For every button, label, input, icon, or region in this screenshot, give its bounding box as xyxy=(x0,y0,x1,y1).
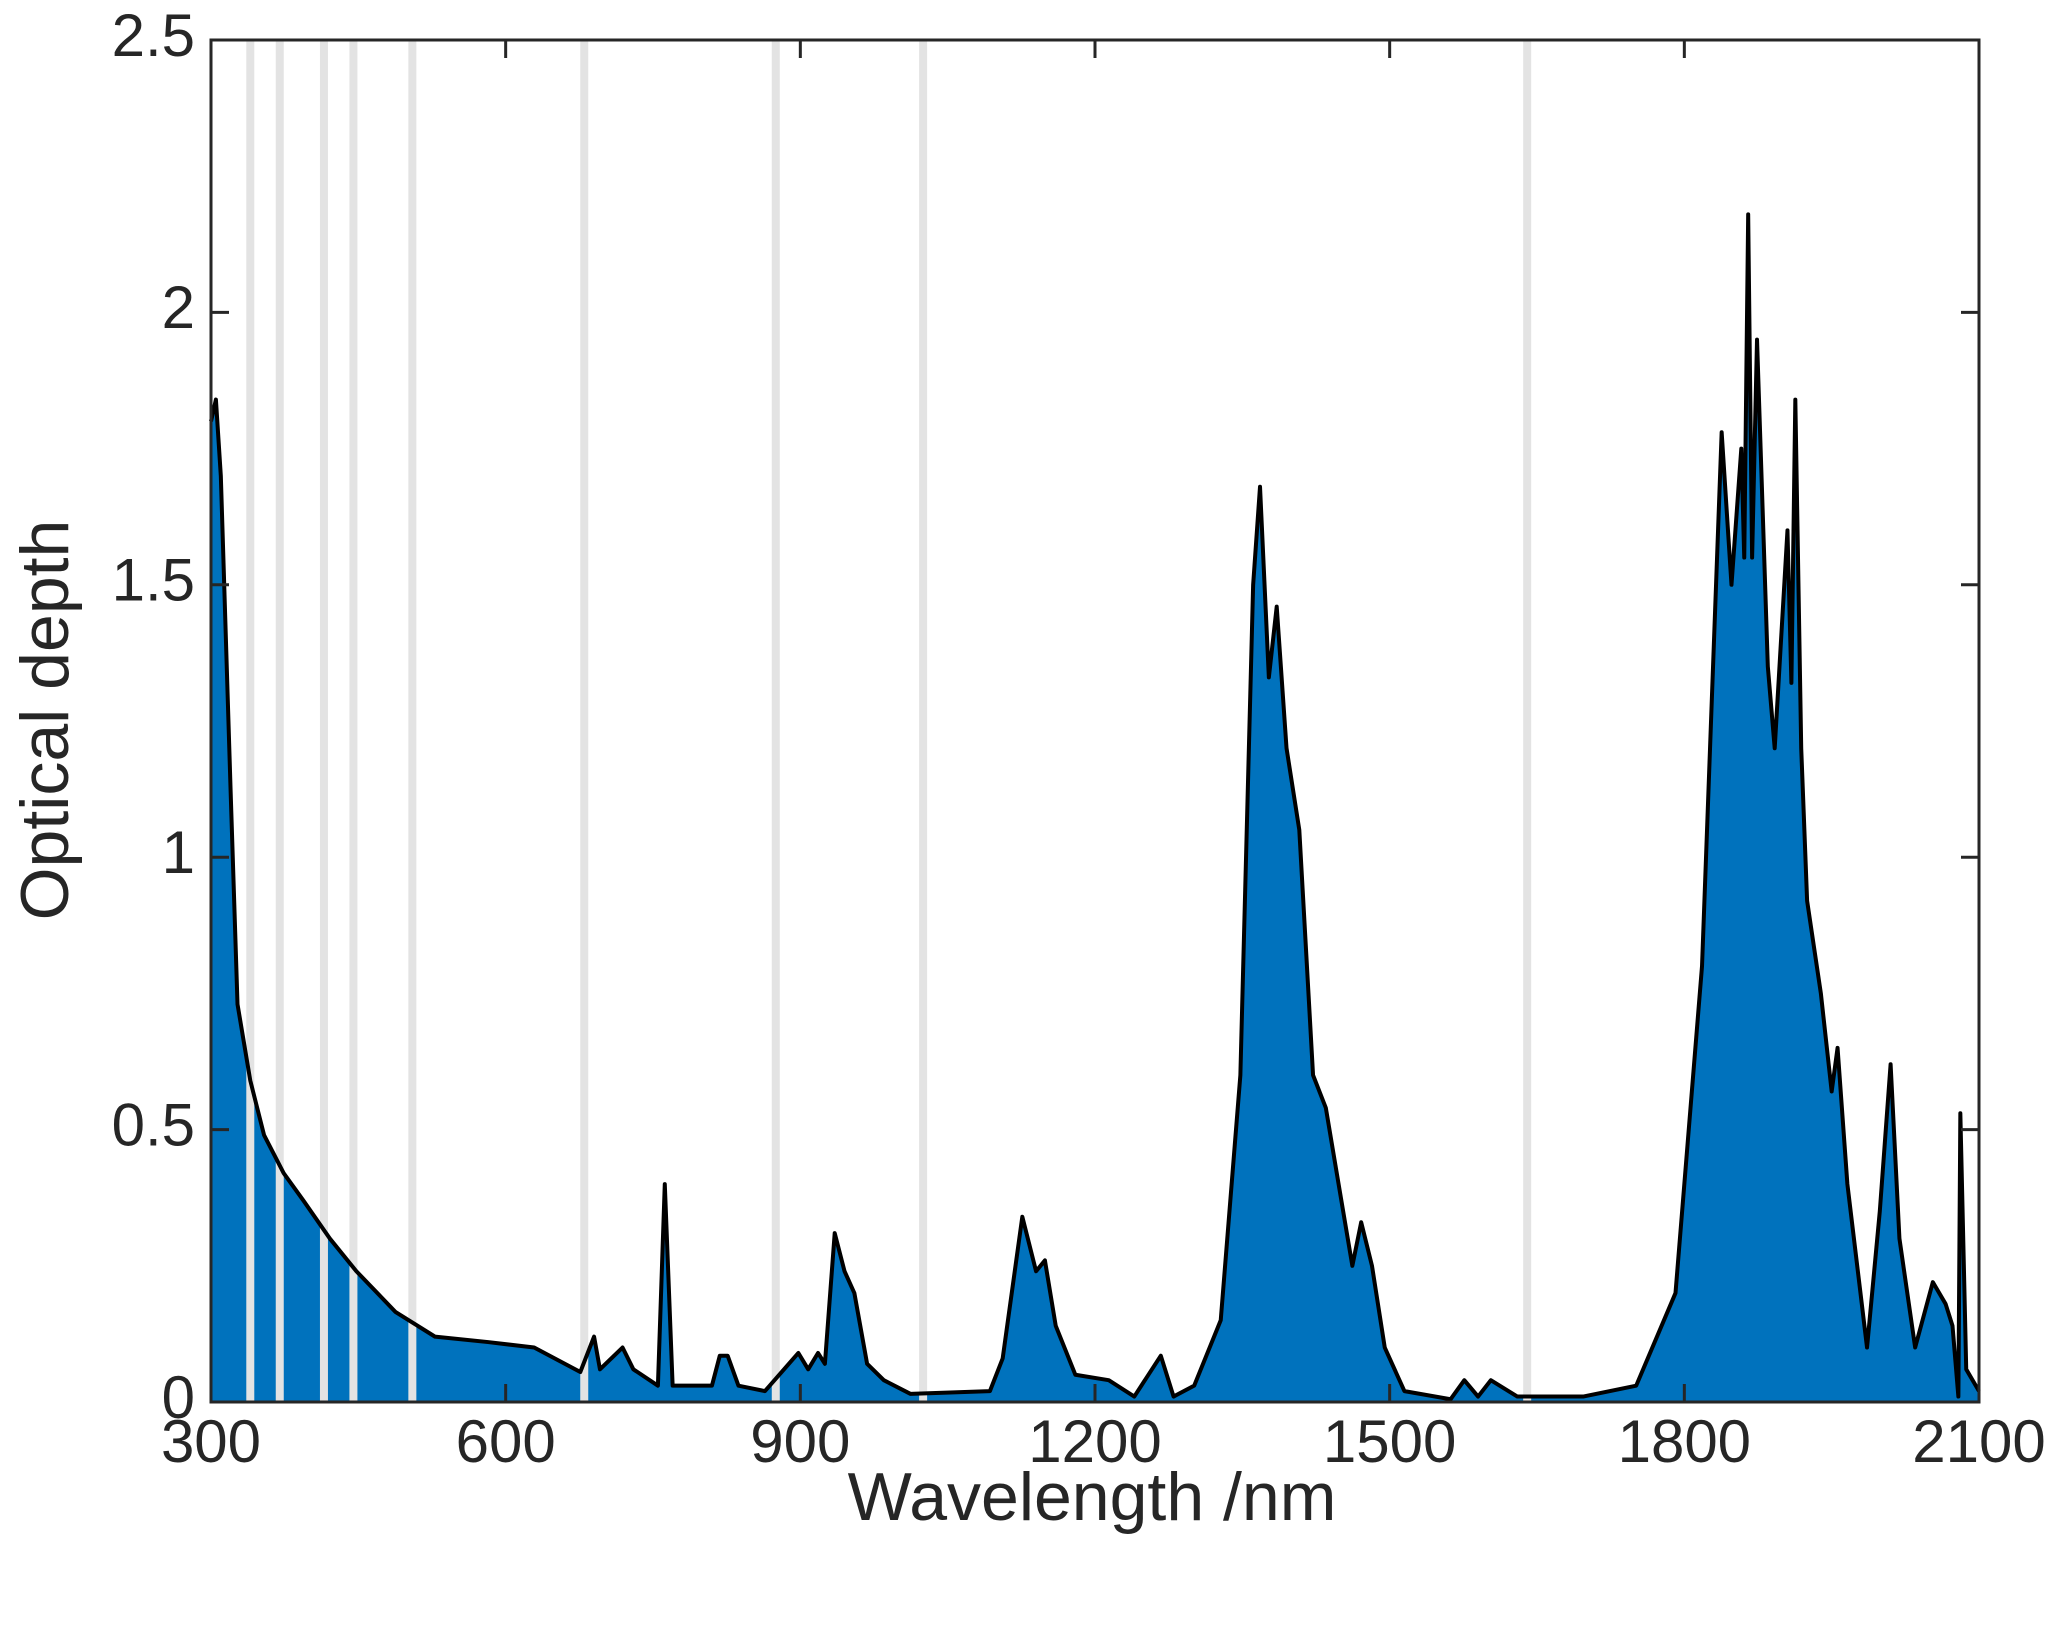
x-tick-label: 1800 xyxy=(1618,1408,1751,1475)
y-tick-label: 2 xyxy=(162,274,195,341)
x-tick-label: 300 xyxy=(161,1408,261,1475)
x-tick-label: 1500 xyxy=(1323,1408,1456,1475)
x-tick-label: 900 xyxy=(750,1408,850,1475)
y-tick-label: 0.5 xyxy=(112,1091,195,1158)
y-axis-label: Optical depth xyxy=(7,520,83,921)
x-tick-label: 600 xyxy=(456,1408,556,1475)
y-tick-label: 1.5 xyxy=(112,547,195,614)
area xyxy=(211,214,1979,1403)
y-tick-label: 0 xyxy=(162,1364,195,1431)
line xyxy=(209,212,1981,1402)
y-tick-label: 1 xyxy=(162,819,195,886)
x-tick-label: 2100 xyxy=(1912,1408,2045,1475)
x-tick-label: 1200 xyxy=(1028,1408,1161,1475)
y-tick-label: 2.5 xyxy=(112,2,195,69)
x-axis-label: Wavelength /nm xyxy=(848,1459,1337,1535)
